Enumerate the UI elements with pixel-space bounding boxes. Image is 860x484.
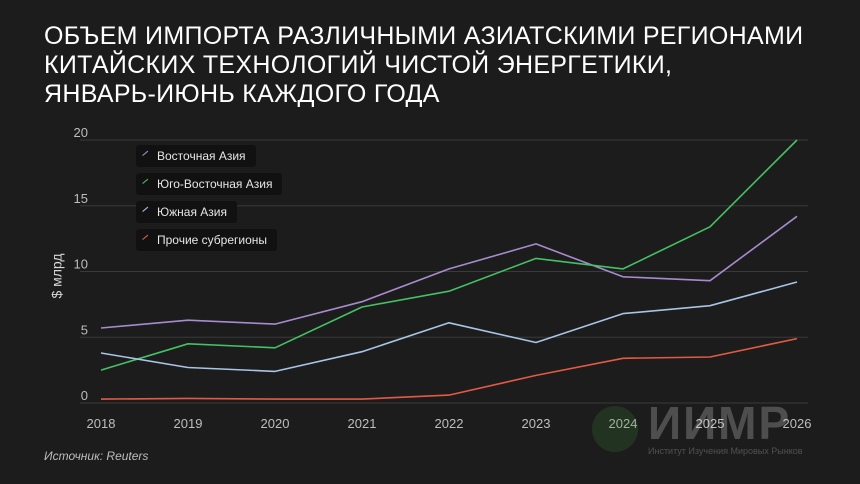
legend-item: Восточная Азия: [136, 145, 256, 167]
series-line-0: [100, 215, 798, 329]
legend-item: Южная Азия: [136, 201, 237, 223]
y-tick-label: 5: [81, 322, 88, 337]
x-tick-label: 2022: [435, 416, 464, 431]
x-tick-label: 2025: [696, 416, 725, 431]
legend-label: Юго-Восточная Азия: [157, 177, 273, 191]
watermark-name: ИИМР: [648, 397, 792, 449]
legend: Восточная Азия Юго-Восточная Азия Южная Аз…: [136, 145, 283, 257]
legend-label: Южная Азия: [157, 205, 227, 219]
x-tick-label: 2021: [348, 416, 377, 431]
legend-swatch: [142, 150, 153, 162]
globe-logo-icon: [592, 406, 638, 452]
title-line-3: январь-июнь каждого года: [44, 80, 440, 108]
y-tick-label: 15: [74, 191, 88, 206]
legend-swatch: [142, 206, 153, 218]
x-tick-label: 2018: [87, 416, 116, 431]
series-line-3: [100, 337, 798, 400]
chart-title: Объем импорта различными азиатскими реги…: [44, 22, 804, 109]
x-tick-label: 2023: [522, 416, 551, 431]
title-line-2: китайских технологий чистой энергетики,: [44, 51, 673, 79]
x-tick-label: 2024: [609, 416, 638, 431]
series-line-2: [100, 281, 798, 373]
legend-item: Юго-Восточная Азия: [136, 173, 283, 195]
y-tick-label: 0: [81, 388, 88, 403]
legend-swatch: [142, 178, 153, 190]
y-tick-label: 10: [74, 257, 88, 272]
legend-item: Прочие субрегионы: [136, 229, 278, 251]
watermark-subtitle: Институт Изучения Мировых Рынков: [648, 446, 803, 456]
series-line-1: [100, 139, 798, 371]
y-axis-label: $ млрд: [48, 253, 65, 299]
source-note: Источник: Reuters: [44, 449, 149, 463]
x-tick-label: 2020: [261, 416, 290, 431]
legend-label: Прочие субрегионы: [157, 233, 268, 247]
legend-label: Восточная Азия: [157, 149, 246, 163]
watermark: ИИМР Институт Изучения Мировых Рынков: [592, 397, 803, 456]
x-tick-label: 2026: [783, 416, 812, 431]
x-tick-label: 2019: [174, 416, 203, 431]
title-line-1: Объем импорта различными азиатскими реги…: [44, 22, 804, 50]
y-tick-label: 20: [74, 125, 88, 140]
legend-swatch: [142, 234, 153, 246]
